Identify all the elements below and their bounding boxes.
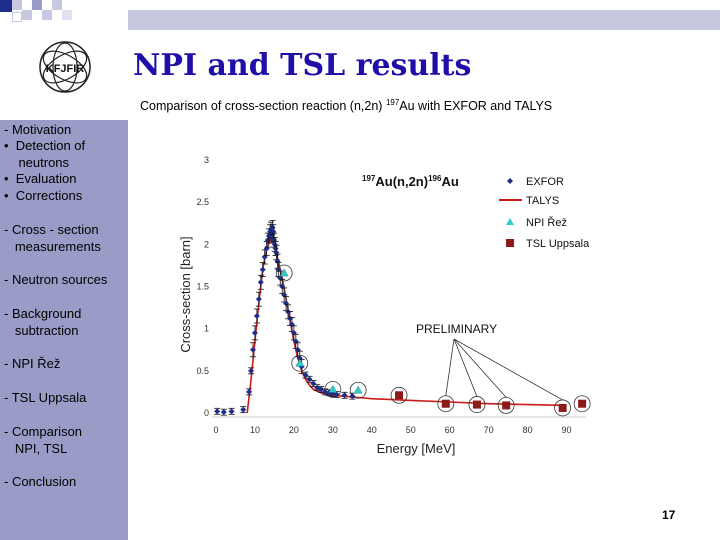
exfor-point <box>246 388 253 395</box>
nav-item-comparison[interactable]: - Comparison NPI, TSL <box>4 424 83 456</box>
nav-item-conclusion[interactable]: - Conclusion <box>4 474 77 489</box>
subtitle-prefix: Comparison of cross-section reaction (n,… <box>140 99 386 114</box>
nav-item-cross-section[interactable]: - Cross - section measurements <box>4 222 101 254</box>
legend-tsl-marker <box>506 239 514 247</box>
x-axis-label: Energy [MeV] <box>377 441 456 456</box>
logo-text: KFJFIR <box>46 63 85 75</box>
page-title: NPI and TSL results <box>133 48 472 83</box>
y-tick-label: 3 <box>204 155 209 165</box>
tsl-point <box>502 401 511 410</box>
y-tick-label: 2.5 <box>196 197 209 207</box>
exfor-point <box>273 249 280 256</box>
exfor-point <box>220 409 227 416</box>
talys-curve <box>246 238 567 414</box>
tsl-highlight-circle <box>390 386 408 404</box>
x-tick-label: 70 <box>484 425 494 435</box>
legend-label: TSL Uppsala <box>526 238 590 250</box>
nav-item-evaluation[interactable]: • Evaluation <box>4 171 77 186</box>
exfor-point <box>228 408 235 415</box>
subtitle-suffix: Au with EXFOR and TALYS <box>399 99 553 114</box>
x-tick-label: 20 <box>289 425 299 435</box>
exfor-point <box>287 315 293 322</box>
y-tick-label: 1 <box>204 324 209 334</box>
chart-legend: EXFOR TALYS NPI Řež TSL Uppsala <box>499 176 590 250</box>
npi-point <box>279 268 289 277</box>
nav-item-npi[interactable]: - NPI Řež <box>4 356 61 371</box>
tsl-point <box>558 403 567 412</box>
logo: KFJFIR <box>39 41 91 93</box>
legend-label: EXFOR <box>526 176 564 188</box>
x-tick-label: 40 <box>367 425 377 435</box>
exfor-point <box>253 313 260 320</box>
slide-subtitle: Comparison of cross-section reaction (n,… <box>140 98 552 113</box>
x-tick-label: 30 <box>328 425 338 435</box>
exfor-point <box>259 266 266 273</box>
nav-item-corrections[interactable]: • Corrections <box>4 188 83 203</box>
nav-item-motivation[interactable]: - Motivation <box>4 122 72 137</box>
tsl-point <box>395 391 404 400</box>
exfor-point <box>341 392 348 399</box>
legend-label: TALYS <box>526 195 559 207</box>
x-tick-label: 60 <box>445 425 455 435</box>
exfor-point <box>269 224 276 231</box>
chart-axes: 0 10 20 30 40 50 60 70 80 90 0 0.5 1 1.5 2 2.5 3 Energy [… <box>178 155 586 456</box>
x-tick-label: 0 <box>213 425 218 435</box>
nav-item-detection[interactable]: • Detection of neutrons <box>4 138 86 170</box>
y-axis-label: Cross-section [barn] <box>178 236 193 352</box>
exfor-point <box>214 408 221 415</box>
x-tick-label: 50 <box>406 425 416 435</box>
exfor-point <box>274 258 281 265</box>
npi-point <box>328 384 338 393</box>
exfor-point <box>248 367 255 374</box>
legend-exfor-marker <box>507 178 513 184</box>
x-tick-label: 10 <box>250 425 260 435</box>
chart-marks: PRELIMINARY <box>214 220 591 417</box>
y-tick-label: 1.5 <box>196 282 209 292</box>
exfor-point <box>240 406 247 413</box>
nav-item-neutron-sources[interactable]: - Neutron sources <box>4 272 108 287</box>
legend-npi-marker <box>506 218 514 225</box>
tsl-highlight-circle <box>573 395 591 413</box>
npi-point <box>295 358 305 367</box>
exfor-point <box>255 296 262 303</box>
npi-highlight-circle <box>324 380 342 398</box>
exfor-point <box>251 329 258 336</box>
y-tick-label: 0 <box>204 408 209 418</box>
sidebar-background <box>0 120 128 540</box>
nav-item-background[interactable]: - Background subtraction <box>4 306 82 338</box>
tsl-point <box>441 399 450 408</box>
exfor-point <box>272 245 279 252</box>
exfor-point <box>250 346 256 353</box>
reaction-label: 197Au(n,2n)196Au <box>362 174 459 189</box>
subtitle-superscript: 197 <box>385 98 400 107</box>
npi-highlight-circle <box>291 354 309 372</box>
page-number: 17 <box>662 508 676 522</box>
exfor-point <box>333 391 340 398</box>
header-decoration <box>0 0 720 30</box>
npi-highlight-circle <box>349 381 367 399</box>
x-tick-label: 90 <box>562 425 572 435</box>
x-tick-label: 80 <box>523 425 533 435</box>
legend-label: NPI Řež <box>526 216 567 229</box>
exfor-point <box>318 386 325 393</box>
y-tick-label: 2 <box>204 239 209 249</box>
y-tick-label: 0.5 <box>196 366 209 376</box>
preliminary-annotation: PRELIMINARY <box>416 322 497 336</box>
exfor-point <box>257 279 264 286</box>
title-bar <box>128 10 720 30</box>
exfor-point <box>310 380 317 387</box>
nav-item-tsl[interactable]: - TSL Uppsala <box>4 390 87 405</box>
npi-highlight-circle <box>275 264 293 282</box>
npi-point <box>353 385 363 394</box>
annotation-arrow <box>453 338 507 398</box>
tsl-point <box>472 400 481 409</box>
tsl-point <box>578 399 587 408</box>
annotation-arrow <box>453 338 478 397</box>
annotation-arrow <box>445 338 455 396</box>
annotation-arrow <box>453 338 563 401</box>
